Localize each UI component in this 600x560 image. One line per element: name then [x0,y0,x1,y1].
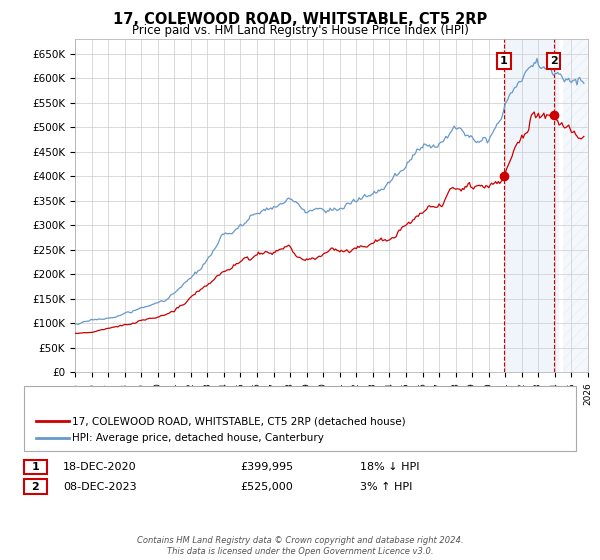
Text: 18% ↓ HPI: 18% ↓ HPI [360,462,419,472]
Text: Price paid vs. HM Land Registry's House Price Index (HPI): Price paid vs. HM Land Registry's House … [131,24,469,36]
Text: HPI: Average price, detached house, Canterbury: HPI: Average price, detached house, Cant… [72,433,324,443]
Text: Contains HM Land Registry data © Crown copyright and database right 2024.
This d: Contains HM Land Registry data © Crown c… [137,536,463,556]
Text: 17, COLEWOOD ROAD, WHITSTABLE, CT5 2RP: 17, COLEWOOD ROAD, WHITSTABLE, CT5 2RP [113,12,487,27]
Text: £525,000: £525,000 [240,482,293,492]
Bar [563,39,588,372]
Bar [505,39,559,372]
Text: £399,995: £399,995 [240,462,293,472]
Text: 18-DEC-2020: 18-DEC-2020 [63,462,137,472]
Text: 3% ↑ HPI: 3% ↑ HPI [360,482,412,492]
Text: 2: 2 [32,482,39,492]
Text: 17, COLEWOOD ROAD, WHITSTABLE, CT5 2RP (detached house): 17, COLEWOOD ROAD, WHITSTABLE, CT5 2RP (… [72,416,406,426]
Text: 1: 1 [500,56,508,66]
Text: 1: 1 [32,462,39,472]
Text: 08-DEC-2023: 08-DEC-2023 [63,482,137,492]
Text: 2: 2 [550,56,557,66]
